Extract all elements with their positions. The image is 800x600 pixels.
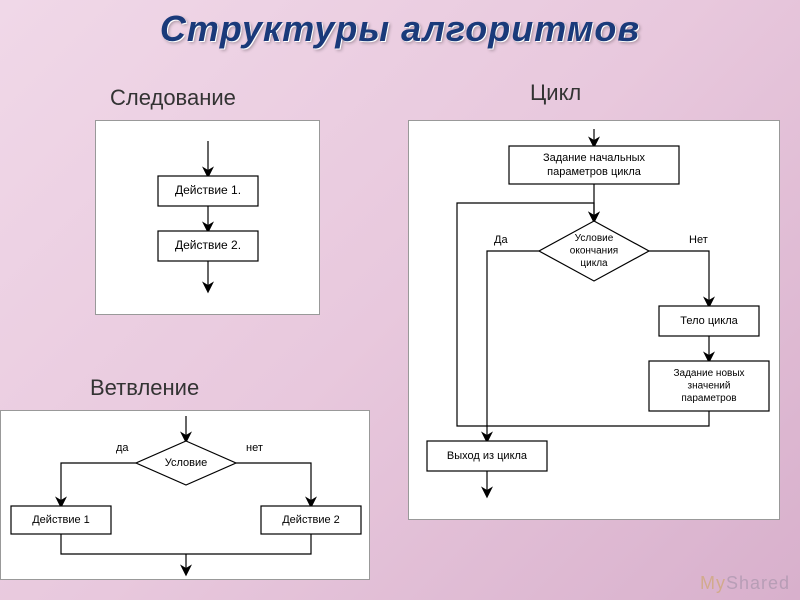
svg-text:Действие 2.: Действие 2. <box>175 238 241 252</box>
svg-text:Задание новых: Задание новых <box>673 368 744 379</box>
watermark-rest: Shared <box>726 573 790 593</box>
svg-text:Условие: Условие <box>165 457 208 469</box>
loop-label: Цикл <box>530 80 581 106</box>
svg-text:Действие 2: Действие 2 <box>282 514 340 526</box>
svg-text:да: да <box>116 442 129 454</box>
slide-title: Структуры алгоритмов <box>0 0 800 50</box>
svg-text:Действие 1.: Действие 1. <box>175 183 241 197</box>
sequence-label: Следование <box>110 85 236 111</box>
svg-text:Нет: Нет <box>689 234 708 246</box>
watermark-accent: My <box>700 573 726 593</box>
sequence-panel: Действие 1. Действие 2. <box>95 120 320 315</box>
branching-panel: Условие Действие 1 Действие 2 да нет <box>0 410 370 580</box>
loop-panel: Задание начальных параметров цикла Условие… <box>408 120 780 520</box>
svg-text:окончания: окончания <box>570 246 618 257</box>
svg-text:параметров: параметров <box>681 393 736 404</box>
svg-text:Выход из цикла: Выход из цикла <box>447 450 528 462</box>
svg-text:параметров цикла: параметров цикла <box>547 166 642 178</box>
branching-label: Ветвление <box>90 375 199 401</box>
svg-text:значений: значений <box>688 381 731 392</box>
svg-text:цикла: цикла <box>580 258 608 269</box>
svg-text:Условие: Условие <box>575 233 614 244</box>
svg-text:Тело цикла: Тело цикла <box>680 315 738 327</box>
svg-text:нет: нет <box>246 442 263 454</box>
loop-flowchart: Задание начальных параметров цикла Условие… <box>409 121 781 521</box>
sequence-flowchart: Действие 1. Действие 2. <box>96 121 321 316</box>
svg-text:Да: Да <box>494 234 508 246</box>
svg-text:Задание начальных: Задание начальных <box>543 152 646 164</box>
svg-text:Действие 1: Действие 1 <box>32 514 90 526</box>
watermark: MyShared <box>700 573 790 594</box>
branching-flowchart: Условие Действие 1 Действие 2 да нет <box>1 411 371 581</box>
